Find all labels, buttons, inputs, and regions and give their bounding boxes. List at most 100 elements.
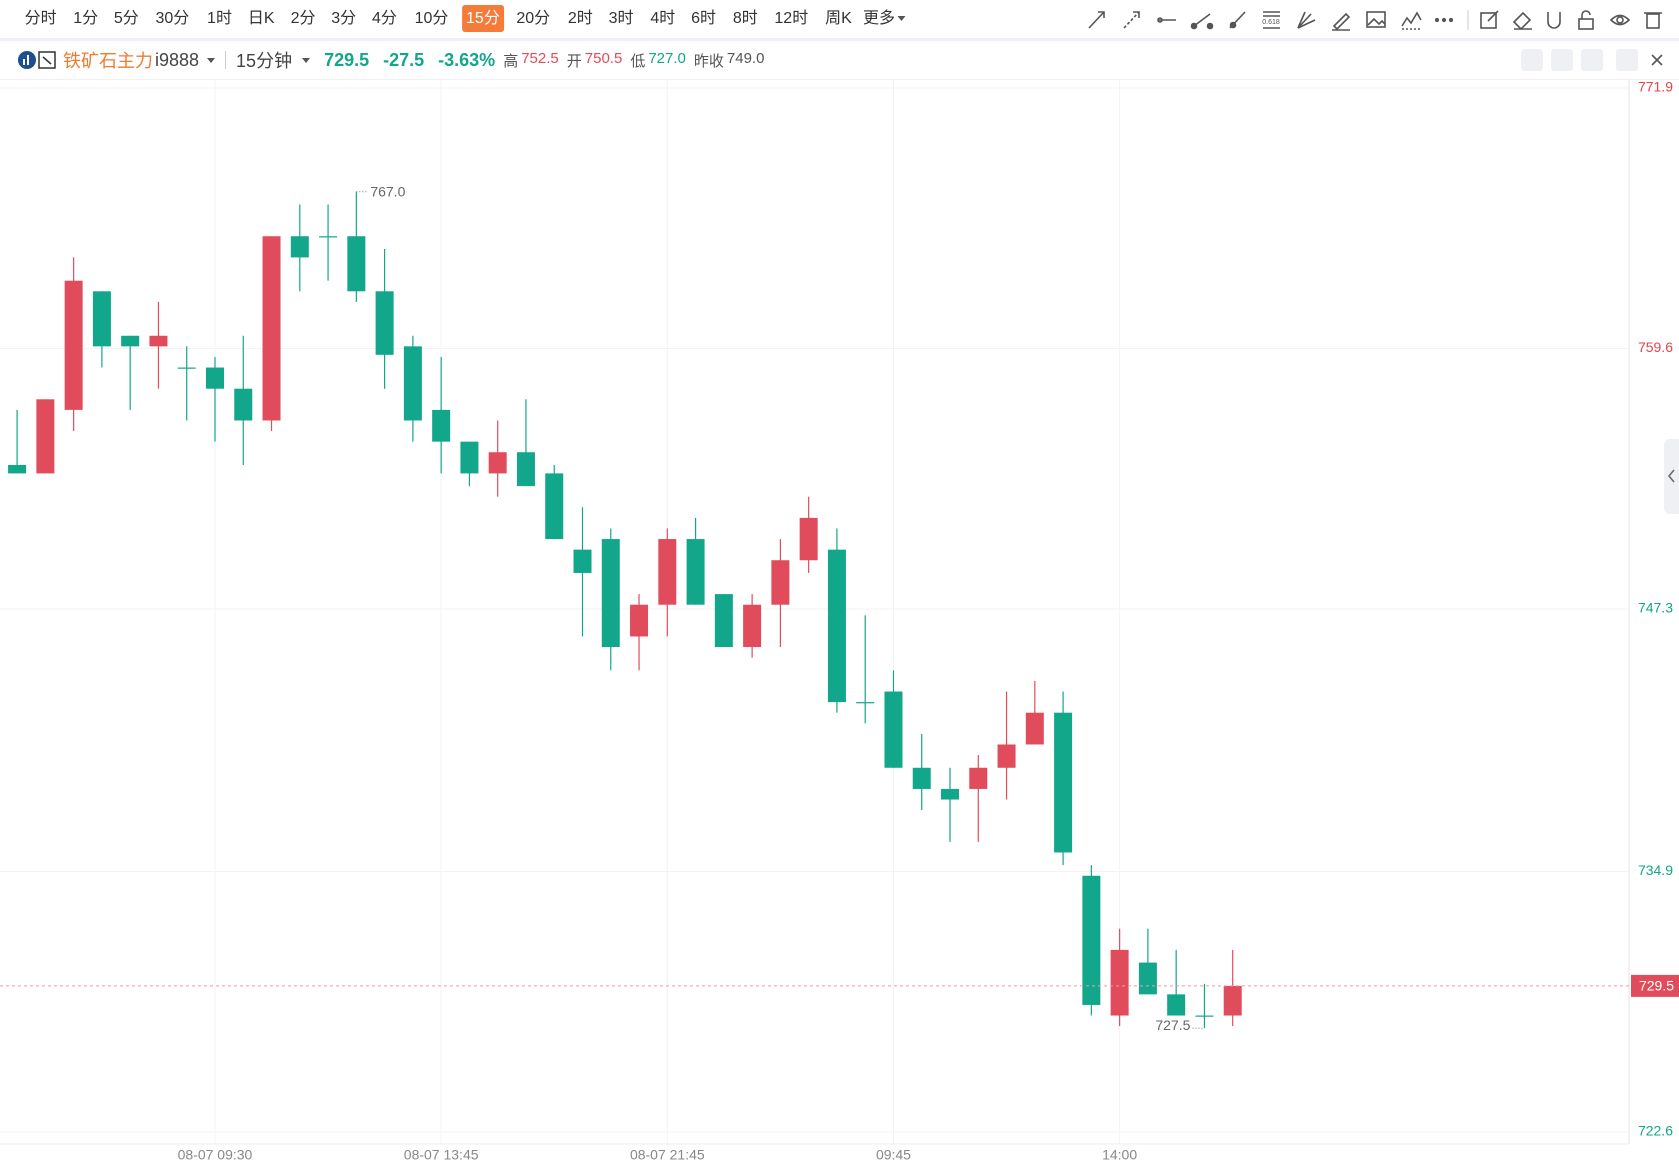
candle-body	[630, 604, 649, 637]
period-tab[interactable]: 8时	[732, 10, 758, 27]
candle-body	[234, 388, 253, 421]
indicator-button[interactable]	[1521, 49, 1543, 71]
period-tab[interactable]: 3分	[331, 10, 357, 27]
tool-delete[interactable]	[1644, 12, 1662, 29]
candle-body	[573, 549, 592, 573]
tool-fib[interactable]: 0.618	[1262, 11, 1280, 29]
fib-icon-label: 0.618	[1262, 19, 1280, 26]
period-tab[interactable]: 10分	[414, 10, 449, 27]
candle-body	[969, 767, 988, 789]
candle-body	[1195, 1015, 1214, 1017]
tool-magnet[interactable]	[1547, 12, 1561, 29]
period-tab[interactable]: 5分	[113, 10, 139, 27]
tool-segment[interactable]	[1190, 13, 1214, 30]
period-tab[interactable]: 4时	[650, 10, 676, 27]
low-label: 727.5	[1155, 1017, 1190, 1033]
candle-body	[827, 549, 846, 703]
y-tick-label: 771.9	[1638, 79, 1673, 95]
y-tick-label: 722.6	[1638, 1123, 1673, 1139]
symbol-code[interactable]: i9888	[155, 49, 200, 70]
period[interactable]: 15分钟	[236, 51, 293, 71]
change: -27.5	[383, 49, 425, 70]
period-tab[interactable]: 3时	[608, 10, 634, 27]
period-tab[interactable]: 20分	[516, 10, 551, 27]
candle-body	[403, 346, 422, 421]
candle-body	[516, 452, 535, 487]
period-tab[interactable]: 分时	[24, 10, 57, 27]
candle-body	[64, 280, 83, 410]
candle-body	[8, 464, 27, 474]
tool-fan[interactable]	[1297, 11, 1316, 29]
candle-body	[799, 517, 818, 561]
tool-eye[interactable]	[1609, 14, 1631, 26]
tool-brush[interactable]	[1332, 12, 1351, 31]
change-pct: -3.63%	[438, 49, 496, 70]
candle-body	[205, 367, 224, 389]
period-tab[interactable]: 2分	[290, 10, 316, 27]
period-caret[interactable]	[302, 57, 311, 63]
y-tick-label: 759.6	[1638, 339, 1673, 355]
candle-body	[997, 744, 1016, 768]
tool-more[interactable]	[1434, 17, 1454, 23]
candle-body	[771, 560, 790, 605]
candle-body	[149, 335, 168, 347]
tool-arrow[interactable]	[1088, 11, 1105, 29]
candle-body	[686, 539, 705, 605]
stat-value: 752.5	[521, 49, 559, 67]
last-price-label: 729.5	[1639, 978, 1674, 994]
symbol-name[interactable]: 铁矿石主力	[63, 51, 153, 71]
tool-ray[interactable]	[1229, 11, 1246, 29]
period-tab[interactable]: 15分	[462, 5, 504, 32]
period-tab[interactable]: 6时	[691, 10, 716, 27]
period-tab[interactable]: 12时	[774, 10, 809, 27]
period-tab[interactable]: 2时	[567, 10, 593, 27]
period-tab[interactable]: 1时	[207, 10, 232, 27]
candle-body	[658, 539, 677, 605]
period-tab[interactable]: 更多	[859, 5, 910, 32]
candle-body	[1110, 949, 1129, 1016]
candle-body	[36, 399, 55, 474]
candle-body	[545, 473, 564, 540]
x-tick-label: 08-07 13:45	[404, 1147, 479, 1163]
tool-hline[interactable]	[1157, 17, 1176, 23]
candle-body	[488, 452, 507, 474]
period-tab[interactable]: 周K	[825, 10, 852, 27]
side-collapse[interactable]	[1664, 439, 1679, 514]
tool-image[interactable]	[1366, 11, 1386, 28]
period-tab[interactable]: 1分	[73, 10, 99, 27]
tool-lock[interactable]	[1578, 10, 1594, 30]
tool-edit[interactable]	[1480, 10, 1499, 29]
stat-value: 727.0	[648, 49, 686, 67]
candle-body	[262, 236, 281, 421]
more-caret[interactable]	[897, 16, 906, 22]
symbol-caret[interactable]	[207, 57, 216, 63]
candle-body	[1167, 994, 1186, 1016]
candle-body	[884, 691, 903, 768]
candle-body	[714, 594, 733, 648]
candle-body	[856, 702, 875, 704]
tool-eraser[interactable]	[1512, 11, 1532, 31]
y-tick-label: 734.9	[1638, 862, 1673, 878]
draw-button[interactable]	[1551, 49, 1573, 71]
period-tab[interactable]: 30分	[155, 10, 190, 27]
last-price-box	[1631, 974, 1679, 997]
period-tab[interactable]: 4分	[371, 10, 397, 27]
candle-body	[121, 335, 140, 347]
candle-body	[347, 236, 366, 292]
stat-value: 750.5	[584, 49, 623, 67]
candle-body	[290, 236, 309, 258]
info-bar: 铁矿石主力 i9888 15分钟 729.5 -27.5 -3.63% 高 752…	[0, 41, 1679, 80]
style-button[interactable]	[1581, 49, 1603, 71]
candle-body	[177, 367, 196, 369]
close-button[interactable]	[1646, 49, 1668, 71]
candle-body	[1223, 985, 1242, 1016]
fullscreen-button[interactable]	[1616, 49, 1638, 71]
period-tab[interactable]: 日K	[247, 10, 275, 27]
stat-value: 749.0	[726, 49, 765, 67]
candle-body	[1025, 712, 1044, 745]
candle-body	[743, 604, 762, 648]
tool-dashed-arrow[interactable]	[1123, 11, 1140, 29]
tool-wave[interactable]	[1401, 11, 1422, 30]
